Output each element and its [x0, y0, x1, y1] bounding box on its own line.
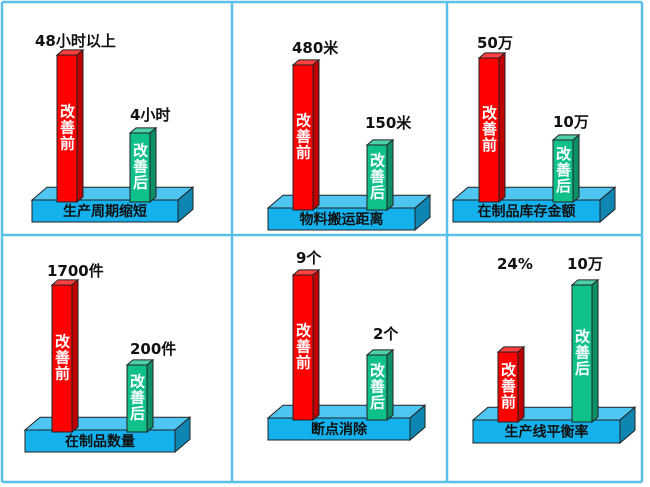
- bar-category-label: 改善后: [368, 362, 386, 411]
- chart-title: 生产周期缩短: [63, 203, 147, 220]
- chart-base-front: [24, 429, 176, 453]
- bar-side: [312, 268, 320, 422]
- bar-front: [366, 354, 388, 421]
- bar-front: [292, 64, 314, 211]
- chart-base-front: [472, 419, 621, 444]
- bar-side: [386, 348, 394, 422]
- bar-after: 改善后: [365, 138, 395, 212]
- bar-category-label: 改善后: [554, 145, 572, 194]
- bar-side: [517, 345, 525, 424]
- bar-front: [126, 364, 148, 433]
- bar-front: [497, 351, 519, 423]
- chart-base-top: [266, 194, 432, 209]
- bar-side: [498, 51, 506, 204]
- bar-category-label: 改善前: [294, 112, 312, 161]
- bar-before: 改善前: [55, 48, 85, 204]
- chart-title: 物料搬运距离: [300, 211, 384, 228]
- chart-base-top: [266, 404, 427, 419]
- bar-front: [571, 284, 593, 423]
- bar-front: [129, 132, 151, 203]
- bar-category-label: 改善前: [58, 103, 76, 152]
- bar-category-label: 改善前: [53, 333, 71, 382]
- bar-category-label: 改善后: [368, 152, 386, 201]
- chart-title: 生产线平衡率: [505, 424, 589, 441]
- bar-side: [146, 358, 154, 434]
- bar-category-label: 改善前: [294, 322, 312, 371]
- bar-front: [478, 57, 500, 203]
- chart-base-top: [23, 416, 192, 431]
- bar-category-label: 改善前: [480, 104, 498, 153]
- chart-base-top: [451, 186, 617, 201]
- chart-base-front: [267, 207, 416, 231]
- bar-category-label: 改善前: [499, 361, 517, 410]
- bar-before: 改善前: [291, 268, 321, 422]
- chart-title: 断点消除: [311, 421, 368, 438]
- bar-value-label: 200件: [130, 340, 176, 358]
- bar-front: [56, 54, 78, 203]
- bar-value-label: 9个: [296, 249, 322, 267]
- bar-value-label: 50万: [477, 34, 513, 52]
- chart-base-front: [452, 199, 601, 223]
- chart-base-front: [31, 199, 179, 223]
- bar-before: 改善前: [496, 345, 526, 424]
- bar-side: [312, 58, 320, 212]
- bar-value-label: 24%: [497, 255, 533, 273]
- bar-value-label: 2个: [373, 325, 399, 343]
- bar-category-label: 改善后: [131, 142, 149, 191]
- bar-value-label: 10万: [567, 255, 603, 273]
- bar-value-label: 10万: [553, 113, 589, 131]
- bar-front: [366, 144, 388, 211]
- bar-value-label: 48小时以上: [35, 32, 116, 50]
- bar-before: 改善前: [50, 278, 80, 434]
- bar-after: 改善后: [570, 278, 600, 424]
- bar-side: [71, 278, 79, 434]
- bar-side: [386, 138, 394, 212]
- bar-value-label: 4小时: [130, 106, 170, 124]
- bar-side: [76, 48, 84, 204]
- bar-side: [591, 278, 599, 424]
- bar-category-label: 改善后: [573, 328, 591, 377]
- bar-side: [149, 126, 157, 204]
- chart-base-top: [30, 186, 195, 201]
- bar-after: 改善后: [125, 358, 155, 434]
- bar-before: 改善前: [477, 51, 507, 204]
- bar-value-label: 150米: [365, 114, 412, 132]
- chart-base-top: [471, 406, 637, 421]
- bar-value-label: 480米: [292, 39, 339, 57]
- bar-front: [552, 139, 574, 203]
- bar-after: 改善后: [551, 133, 581, 204]
- bar-value-label: 1700件: [47, 262, 104, 280]
- bar-front: [292, 274, 314, 421]
- bar-after: 改善后: [128, 126, 158, 204]
- chart-title: 在制品库存金额: [478, 203, 576, 220]
- bar-before: 改善前: [291, 58, 321, 212]
- bar-front: [51, 284, 73, 433]
- bar-after: 改善后: [365, 348, 395, 422]
- chart-title: 在制品数量: [65, 433, 135, 450]
- chart-base-front: [267, 417, 411, 441]
- bar-category-label: 改善后: [128, 373, 146, 422]
- bar-side: [572, 133, 580, 204]
